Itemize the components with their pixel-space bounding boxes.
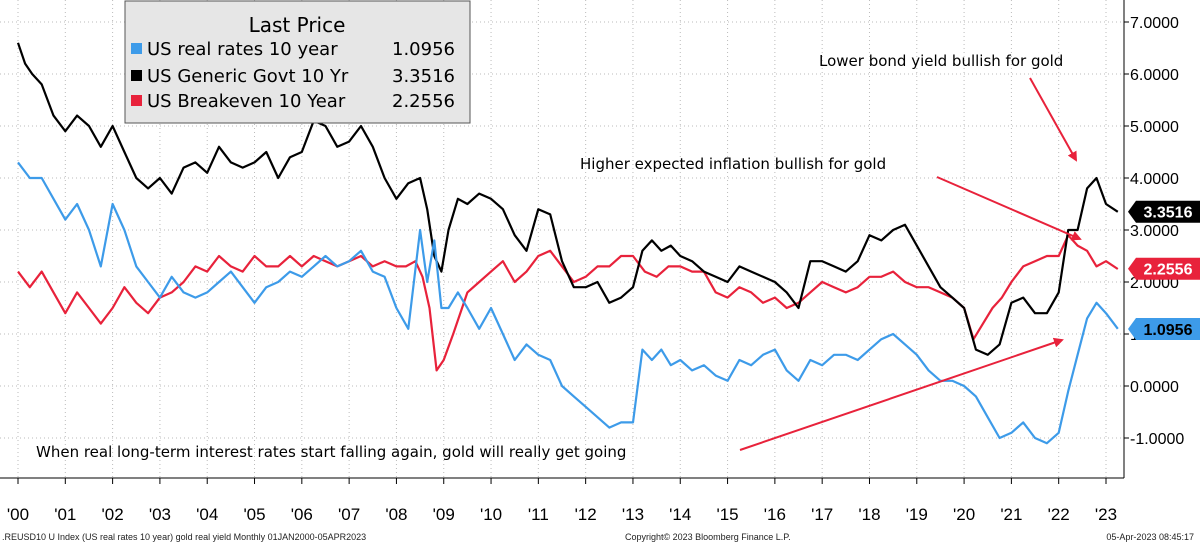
annotation-arrow-bond-yield bbox=[1029, 77, 1077, 162]
last-value-badge-2: 2.2556 bbox=[1128, 257, 1200, 280]
x-tick-label: '00 bbox=[7, 505, 29, 524]
x-tick-label: '22 bbox=[1048, 505, 1070, 524]
x-tick-label: '21 bbox=[1000, 505, 1022, 524]
x-tick-label: '13 bbox=[622, 505, 644, 524]
last-value-badge-0: 1.0956 bbox=[1128, 318, 1200, 341]
legend-item-govt-10yr: US Generic Govt 10 Yr 3.3516 bbox=[131, 66, 455, 87]
legend-swatch bbox=[131, 70, 142, 81]
footer-timestamp: 05-Apr-2023 08:45:17 bbox=[1106, 532, 1194, 542]
legend-value: 3.3516 bbox=[392, 66, 455, 87]
x-tick-label: '14 bbox=[669, 505, 691, 524]
badge-label: 1.0956 bbox=[1144, 322, 1193, 339]
footer-source: .REUSD10 U Index (US real rates 10 year)… bbox=[2, 532, 367, 542]
last-value-badges: 1.0956 3.3516 2.2556 bbox=[1128, 200, 1200, 341]
badge-shape bbox=[1128, 257, 1200, 280]
footer-copyright: Copyright© 2023 Bloomberg Finance L.P. bbox=[625, 532, 791, 542]
legend-value: 1.0956 bbox=[392, 39, 455, 60]
y-tick-label: 5.0000 bbox=[1130, 119, 1179, 136]
last-value-badge-1: 3.3516 bbox=[1128, 200, 1200, 223]
legend-label: US real rates 10 year bbox=[147, 39, 338, 60]
badge-shape bbox=[1128, 318, 1200, 341]
x-tick-label: '19 bbox=[906, 505, 928, 524]
x-tick-label: '03 bbox=[149, 505, 171, 524]
badge-label: 3.3516 bbox=[1144, 205, 1193, 222]
legend-label: US Breakeven 10 Year bbox=[147, 91, 346, 112]
annotations: Lower bond yield bullish for gold Higher… bbox=[36, 52, 1082, 461]
legend-value: 2.2556 bbox=[392, 91, 455, 112]
badge-label: 2.2556 bbox=[1144, 262, 1193, 279]
legend: Last Price US real rates 10 year 1.0956 … bbox=[124, 0, 471, 124]
y-tick-label: 3.0000 bbox=[1130, 223, 1179, 240]
series-line-0 bbox=[17, 161, 1119, 445]
x-tick-label: '04 bbox=[196, 505, 218, 524]
x-tick-label: '17 bbox=[811, 505, 833, 524]
x-tick-label: '02 bbox=[102, 505, 124, 524]
series-line-2 bbox=[17, 234, 1119, 372]
y-tick-label: 7.0000 bbox=[1130, 15, 1179, 32]
x-tick-label: '23 bbox=[1095, 505, 1117, 524]
legend-title: Last Price bbox=[249, 13, 346, 37]
legend-swatch bbox=[131, 43, 142, 54]
badge-shape bbox=[1128, 200, 1200, 223]
y-tick-label: 4.0000 bbox=[1130, 171, 1179, 188]
annotation-inflation: Higher expected inflation bullish for go… bbox=[580, 155, 886, 173]
x-tick-label: '08 bbox=[385, 505, 407, 524]
x-tick-label: '01 bbox=[54, 505, 76, 524]
x-tick-label: '18 bbox=[858, 505, 880, 524]
x-tick-label: '10 bbox=[480, 505, 502, 524]
y-tick-label: 6.0000 bbox=[1130, 67, 1179, 84]
x-tick-label: '06 bbox=[291, 505, 313, 524]
legend-item-real-rates: US real rates 10 year 1.0956 bbox=[131, 39, 455, 60]
y-tick-label: -1.0000 bbox=[1130, 431, 1184, 448]
x-tick-label: '11 bbox=[528, 505, 549, 524]
annotation-bond-yield: Lower bond yield bullish for gold bbox=[819, 52, 1063, 70]
x-tick-label: '15 bbox=[716, 505, 738, 524]
legend-swatch bbox=[131, 95, 142, 106]
series-layer bbox=[16, 42, 1119, 445]
series-line-1 bbox=[16, 42, 1119, 356]
x-tick-label: '05 bbox=[243, 505, 265, 524]
x-tick-label: '20 bbox=[953, 505, 975, 524]
annotation-real-rates: When real long-term interest rates start… bbox=[36, 443, 626, 461]
x-tick-label: '16 bbox=[764, 505, 786, 524]
legend-item-breakeven: US Breakeven 10 Year 2.2556 bbox=[131, 91, 455, 112]
axes: -1.00000.00001.00002.00003.00004.00005.0… bbox=[0, 0, 1184, 524]
x-tick-label: '07 bbox=[338, 505, 360, 524]
annotation-arrow-real-rates bbox=[739, 337, 1064, 451]
x-tick-label: '12 bbox=[575, 505, 597, 524]
legend-label: US Generic Govt 10 Yr bbox=[147, 66, 349, 87]
x-tick-label: '09 bbox=[433, 505, 455, 524]
y-tick-label: 0.0000 bbox=[1130, 379, 1179, 396]
annotation-arrow-inflation bbox=[936, 176, 1082, 241]
